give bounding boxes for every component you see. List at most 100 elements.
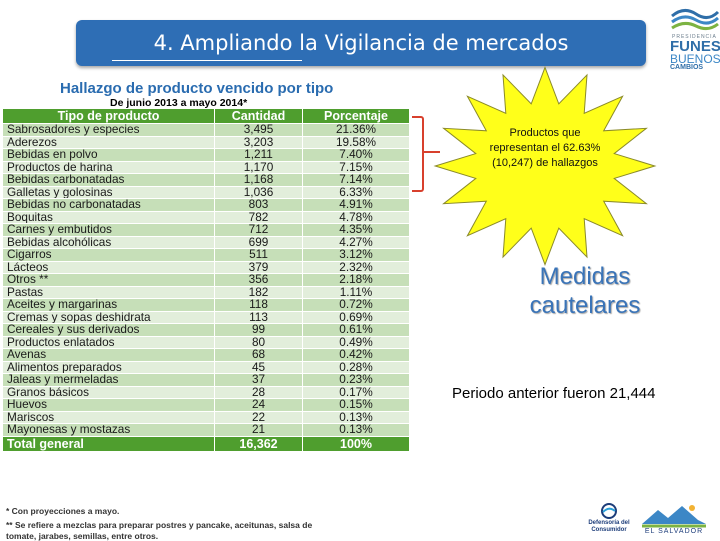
percentage-cell: 0.69% <box>302 310 410 324</box>
percentage-cell: 4.91% <box>302 198 410 212</box>
table-row: Huevos 24 0.15% <box>2 398 410 412</box>
table-row: Cremas y sopas deshidrata 113 0.69% <box>2 310 410 324</box>
logo-small-text: PRESIDENCIA <box>672 34 717 40</box>
quantity-cell: Cantidad <box>214 108 303 124</box>
percentage-cell: 7.40% <box>302 148 410 162</box>
defensoria-logo: Defensoría del Consumidor <box>583 503 635 537</box>
table-row: Mayonesas y mostazas 21 0.13% <box>2 423 410 437</box>
product-type-cell: Lácteos <box>2 260 215 274</box>
product-type-cell: Bebidas no carbonatadas <box>2 198 215 212</box>
percentage-cell: 0.72% <box>302 298 410 312</box>
table-row: Carnes y embutidos 712 4.35% <box>2 223 410 237</box>
product-type-cell: Aceites y margarinas <box>2 298 215 312</box>
star-callout-shape <box>433 66 657 266</box>
percentage-cell: 1.11% <box>302 285 410 299</box>
quantity-cell: 3,495 <box>214 123 303 137</box>
quantity-cell: 182 <box>214 285 303 299</box>
footnote-1: * Con proyecciones a mayo. <box>6 506 120 516</box>
table-row: Bebidas en polvo 1,211 7.40% <box>2 148 410 162</box>
percentage-cell: 100% <box>302 435 410 452</box>
product-type-cell: Bebidas alcohólicas <box>2 235 215 249</box>
quantity-cell: 356 <box>214 273 303 287</box>
medidas-cautelares-heading: Medidas cautelares <box>529 263 641 319</box>
quantity-cell: 782 <box>214 210 303 224</box>
table-row: Sabrosadores y especies 3,495 21.36% <box>2 123 410 137</box>
product-type-cell: Avenas <box>2 348 215 362</box>
footnote-3: tomate, jarabes, semillas, entre otros. <box>6 531 159 541</box>
logo-cambios-text: CAMBIOS <box>670 64 704 71</box>
percentage-cell: 0.61% <box>302 323 410 337</box>
table-total-row: Total general 16,362 100% <box>2 435 410 452</box>
product-type-cell: Productos de harina <box>2 160 215 174</box>
product-type-cell: Productos enlatados <box>2 335 215 349</box>
table-row: Lácteos 379 2.32% <box>2 260 410 274</box>
table-row: Bebidas alcohólicas 699 4.27% <box>2 235 410 249</box>
product-type-cell: Bebidas carbonatadas <box>2 173 215 187</box>
product-type-cell: Boquitas <box>2 210 215 224</box>
percentage-cell: 21.36% <box>302 123 410 137</box>
percentage-cell: 0.17% <box>302 385 410 399</box>
table-row: Cereales y sus derivados 99 0.61% <box>2 323 410 337</box>
star-callout-text: Productos que representan el 62.63% (10,… <box>489 127 601 169</box>
table-row: Bebidas no carbonatadas 803 4.91% <box>2 198 410 212</box>
quantity-cell: 3,203 <box>214 135 303 149</box>
table-row: Granos básicos 28 0.17% <box>2 385 410 399</box>
table-row: Productos enlatados 80 0.49% <box>2 335 410 349</box>
quantity-cell: 1,211 <box>214 148 303 162</box>
defensoria-label: Defensoría del Consumidor <box>588 520 630 533</box>
product-type-cell: Huevos <box>2 398 215 412</box>
title-bar: 4. Ampliando la Vigilancia de mercados <box>76 20 646 66</box>
table-row: Boquitas 782 4.78% <box>2 210 410 224</box>
percentage-cell: 0.42% <box>302 348 410 362</box>
table-row: Cigarros 511 3.12% <box>2 248 410 262</box>
product-type-cell: Cigarros <box>2 248 215 262</box>
table-row: Avenas 68 0.42% <box>2 348 410 362</box>
percentage-cell: 2.32% <box>302 260 410 274</box>
quantity-cell: 37 <box>214 373 303 387</box>
quantity-cell: 80 <box>214 335 303 349</box>
el-salvador-landscape-icon <box>642 505 706 528</box>
quantity-cell: 1,170 <box>214 160 303 174</box>
table-row: Otros ** 356 2.18% <box>2 273 410 287</box>
table-row: Productos de harina 1,170 7.15% <box>2 160 410 174</box>
percentage-cell: 0.13% <box>302 423 410 437</box>
percentage-cell: 4.35% <box>302 223 410 237</box>
quantity-cell: 68 <box>214 348 303 362</box>
percentage-cell: 0.23% <box>302 373 410 387</box>
table-row: Aderezos 3,203 19.58% <box>2 135 410 149</box>
products-table: Tipo de producto Cantidad Porcentaje Sabros… <box>2 108 410 452</box>
quantity-cell: 99 <box>214 323 303 337</box>
percentage-cell: 0.15% <box>302 398 410 412</box>
percentage-cell: 3.12% <box>302 248 410 262</box>
el-salvador-logo: EL SALVADOR <box>638 500 710 538</box>
title-underline <box>112 60 302 61</box>
table-row: Mariscos 22 0.13% <box>2 410 410 424</box>
product-type-cell: Cremas y sopas deshidrata <box>2 310 215 324</box>
quantity-cell: 712 <box>214 223 303 237</box>
product-type-cell: Total general <box>2 435 215 452</box>
funes-logo-waves-icon <box>671 9 720 31</box>
product-type-cell: Mayonesas y mostazas <box>2 423 215 437</box>
percentage-cell: 4.78% <box>302 210 410 224</box>
percentage-cell: 0.13% <box>302 410 410 424</box>
product-type-cell: Galletas y golosinas <box>2 185 215 199</box>
slide-title: 4. Ampliando la Vigilancia de mercados <box>153 31 569 55</box>
logo-funes-text: FUNES <box>670 38 720 55</box>
product-type-cell: Granos básicos <box>2 385 215 399</box>
periodo-anterior-text: Periodo anterior fueron 21,444 <box>452 385 656 402</box>
quantity-cell: 21 <box>214 423 303 437</box>
quantity-cell: 699 <box>214 235 303 249</box>
percentage-cell: 4.27% <box>302 235 410 249</box>
product-type-cell: Bebidas en polvo <box>2 148 215 162</box>
quantity-cell: 22 <box>214 410 303 424</box>
logo-buenos-text: BUENOS <box>670 52 720 66</box>
quantity-cell: 118 <box>214 298 303 312</box>
percentage-cell: 2.18% <box>302 273 410 287</box>
quantity-cell: 1,036 <box>214 185 303 199</box>
quantity-cell: 379 <box>214 260 303 274</box>
footnote-2: ** Se refiere a mezclas para preparar po… <box>6 520 313 530</box>
quantity-cell: 16,362 <box>214 435 303 452</box>
product-type-cell: Otros ** <box>2 273 215 287</box>
percentage-cell: 0.49% <box>302 335 410 349</box>
el-salvador-label: EL SALVADOR <box>644 528 704 535</box>
